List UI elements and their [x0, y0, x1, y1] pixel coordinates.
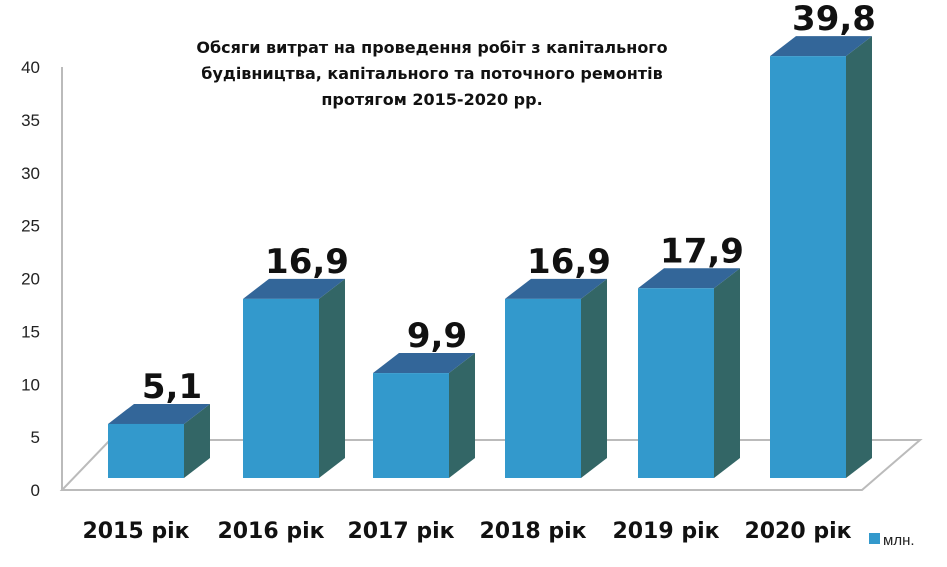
- chart-floor: [59, 67, 923, 491]
- bar-2017: 9,9: [373, 316, 475, 478]
- legend: млн.: [869, 532, 915, 549]
- x-axis-labels: 2015 рік 2016 рік 2017 рік 2018 рік 2019 рік…: [82, 519, 851, 544]
- bar-2020: 39,8: [770, 0, 876, 479]
- y-tick-label: 5: [31, 428, 40, 447]
- bar-2015: 5,1: [108, 367, 210, 478]
- y-tick-label: 35: [21, 111, 40, 130]
- data-label: 5,1: [142, 367, 202, 407]
- bar-2016: 16,9: [243, 242, 349, 478]
- x-tick-label: 2017 рік: [347, 519, 454, 544]
- bar-top: [243, 278, 345, 299]
- x-tick-label: 2018 рік: [479, 519, 586, 544]
- y-tick-label: 20: [21, 270, 40, 289]
- x-tick-label: 2019 рік: [612, 519, 719, 544]
- bar-side: [846, 36, 872, 479]
- bar-top: [108, 403, 210, 424]
- bar-top: [638, 268, 740, 289]
- y-tick-label: 40: [21, 58, 40, 77]
- bar-top: [505, 278, 607, 299]
- bar-front: [373, 373, 449, 478]
- y-tick-label: 30: [21, 164, 40, 183]
- bar-top: [373, 353, 475, 374]
- bar-2019: 17,9: [638, 231, 744, 478]
- title-line: Обсяги витрат на проведення робіт з капі…: [196, 38, 667, 57]
- bar-side: [319, 278, 345, 478]
- data-label: 9,9: [407, 316, 467, 356]
- data-label: 16,9: [527, 242, 611, 282]
- x-tick-label: 2016 рік: [217, 519, 324, 544]
- legend-label: млн.: [883, 532, 915, 549]
- floor-outline: [59, 439, 923, 491]
- chart-title: Обсяги витрат на проведення робіт з капі…: [196, 38, 667, 109]
- data-label: 39,8: [792, 0, 876, 39]
- y-tick-label: 0: [31, 481, 40, 500]
- bar-side: [184, 403, 210, 478]
- bar-front: [243, 298, 319, 478]
- data-label: 17,9: [660, 231, 744, 271]
- title-line: будівництва, капітального та поточного р…: [201, 64, 662, 83]
- y-axis-ticks: 0 5 10 15 20 25 30 35 40: [21, 58, 40, 500]
- bar-front: [505, 298, 581, 478]
- x-tick-label: 2015 рік: [82, 519, 189, 544]
- title-line: протягом 2015-2020 рр.: [321, 90, 542, 109]
- bar-side: [449, 353, 475, 478]
- bar-side: [714, 268, 740, 478]
- bars: 5,1 16,9 9,9 16,9 17,9 39,8: [108, 0, 876, 479]
- bar-top: [770, 36, 872, 57]
- bar-side: [581, 278, 607, 478]
- x-tick-label: 2020 рік: [744, 519, 851, 544]
- bar-2018: 16,9: [505, 242, 611, 478]
- legend-swatch: [869, 533, 880, 544]
- y-tick-label: 15: [21, 322, 40, 341]
- y-tick-label: 25: [21, 217, 40, 236]
- bar-front: [108, 423, 184, 478]
- y-tick-label: 10: [21, 375, 40, 394]
- data-label: 16,9: [265, 242, 349, 282]
- bar-front: [638, 288, 714, 478]
- bar-front: [770, 56, 846, 479]
